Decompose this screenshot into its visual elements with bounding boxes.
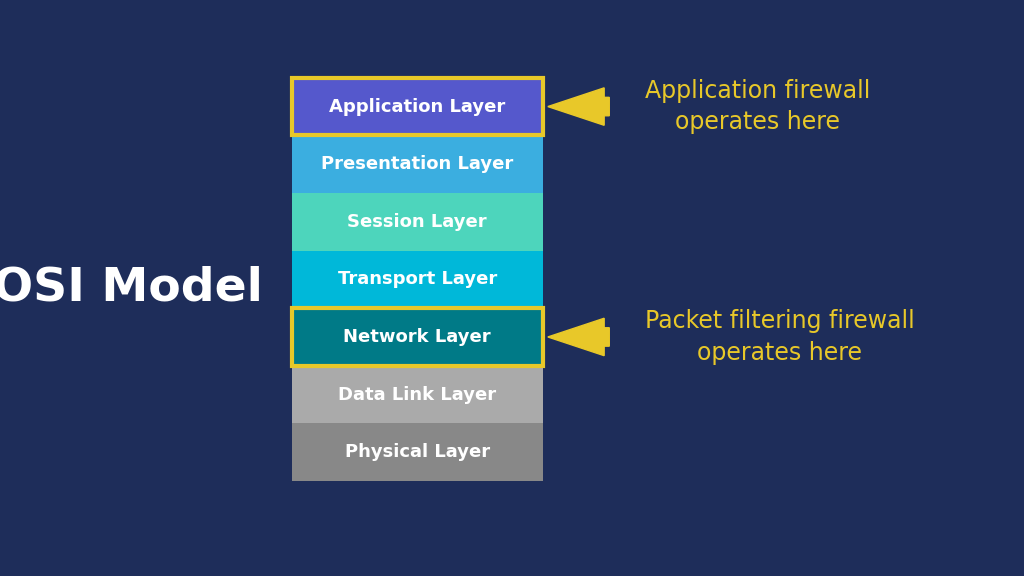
Polygon shape	[548, 318, 609, 356]
Text: Network Layer: Network Layer	[343, 328, 492, 346]
Bar	[292, 366, 543, 423]
Text: Application firewall
operates here: Application firewall operates here	[645, 79, 870, 134]
Text: Session Layer: Session Layer	[347, 213, 487, 231]
Bar	[292, 251, 543, 308]
Bar	[292, 423, 543, 481]
Text: Packet filtering firewall
operates here: Packet filtering firewall operates here	[645, 309, 914, 365]
Polygon shape	[548, 88, 609, 126]
Bar	[292, 308, 543, 366]
Text: Presentation Layer: Presentation Layer	[322, 155, 513, 173]
Bar	[292, 193, 543, 251]
Bar	[292, 78, 543, 135]
Bar	[292, 78, 543, 135]
Bar	[292, 308, 543, 366]
Text: OSI Model: OSI Model	[0, 266, 263, 310]
Text: Application Layer: Application Layer	[329, 97, 506, 116]
Text: Data Link Layer: Data Link Layer	[338, 385, 497, 404]
Text: Transport Layer: Transport Layer	[338, 270, 497, 289]
Text: Physical Layer: Physical Layer	[345, 443, 489, 461]
Bar	[292, 135, 543, 193]
